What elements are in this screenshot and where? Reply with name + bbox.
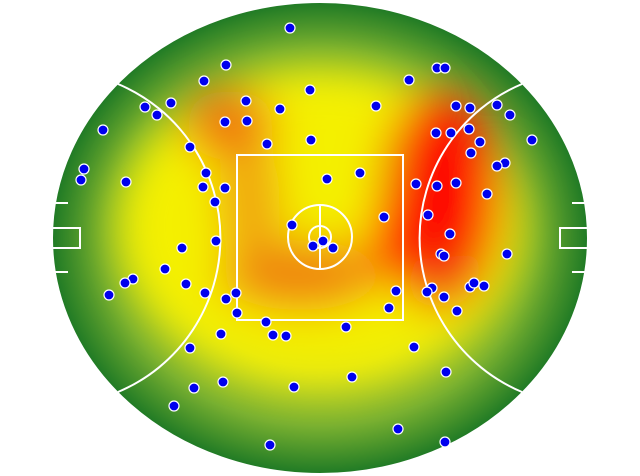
point xyxy=(307,240,319,252)
point xyxy=(75,174,87,186)
point xyxy=(370,100,382,112)
point xyxy=(151,109,163,121)
point xyxy=(346,371,358,383)
point xyxy=(410,178,422,190)
point xyxy=(439,436,451,448)
point xyxy=(274,103,286,115)
point xyxy=(286,219,298,231)
point xyxy=(241,115,253,127)
point xyxy=(159,263,171,275)
point xyxy=(219,182,231,194)
point xyxy=(450,177,462,189)
point xyxy=(260,316,272,328)
point xyxy=(431,180,443,192)
point xyxy=(422,209,434,221)
point xyxy=(317,235,329,247)
point xyxy=(463,123,475,135)
point xyxy=(481,188,493,200)
point xyxy=(119,277,131,289)
point xyxy=(438,291,450,303)
point xyxy=(284,22,296,34)
point xyxy=(464,102,476,114)
point xyxy=(176,242,188,254)
point xyxy=(383,302,395,314)
point xyxy=(261,138,273,150)
point xyxy=(445,127,457,139)
point xyxy=(231,307,243,319)
point xyxy=(199,287,211,299)
point xyxy=(451,305,463,317)
point xyxy=(188,382,200,394)
point xyxy=(430,127,442,139)
point xyxy=(450,100,462,112)
point xyxy=(491,99,503,111)
point xyxy=(280,330,292,342)
point xyxy=(219,116,231,128)
point xyxy=(220,293,232,305)
point xyxy=(408,341,420,353)
point xyxy=(165,97,177,109)
point xyxy=(264,439,276,451)
point xyxy=(200,167,212,179)
point xyxy=(501,248,513,260)
point xyxy=(97,124,109,136)
point xyxy=(210,235,222,247)
point xyxy=(474,136,486,148)
point xyxy=(440,366,452,378)
point xyxy=(220,59,232,71)
point xyxy=(139,101,151,113)
point xyxy=(439,62,451,74)
point xyxy=(526,134,538,146)
point xyxy=(327,242,339,254)
point xyxy=(209,196,221,208)
point xyxy=(504,109,516,121)
point xyxy=(354,167,366,179)
point xyxy=(103,289,115,301)
point xyxy=(184,141,196,153)
point xyxy=(120,176,132,188)
point xyxy=(288,381,300,393)
point xyxy=(392,423,404,435)
point xyxy=(304,84,316,96)
point xyxy=(491,160,503,172)
point xyxy=(465,147,477,159)
point xyxy=(197,181,209,193)
point xyxy=(267,329,279,341)
point xyxy=(180,278,192,290)
point xyxy=(421,286,433,298)
point xyxy=(438,250,450,262)
point xyxy=(378,211,390,223)
point xyxy=(340,321,352,333)
point xyxy=(168,400,180,412)
point xyxy=(468,277,480,289)
point xyxy=(321,173,333,185)
point xyxy=(198,75,210,87)
point xyxy=(184,342,196,354)
point xyxy=(403,74,415,86)
point xyxy=(215,328,227,340)
point xyxy=(78,163,90,175)
point xyxy=(217,376,229,388)
point xyxy=(240,95,252,107)
point xyxy=(390,285,402,297)
point xyxy=(305,134,317,146)
point xyxy=(230,287,242,299)
point xyxy=(478,280,490,292)
point xyxy=(444,228,456,240)
